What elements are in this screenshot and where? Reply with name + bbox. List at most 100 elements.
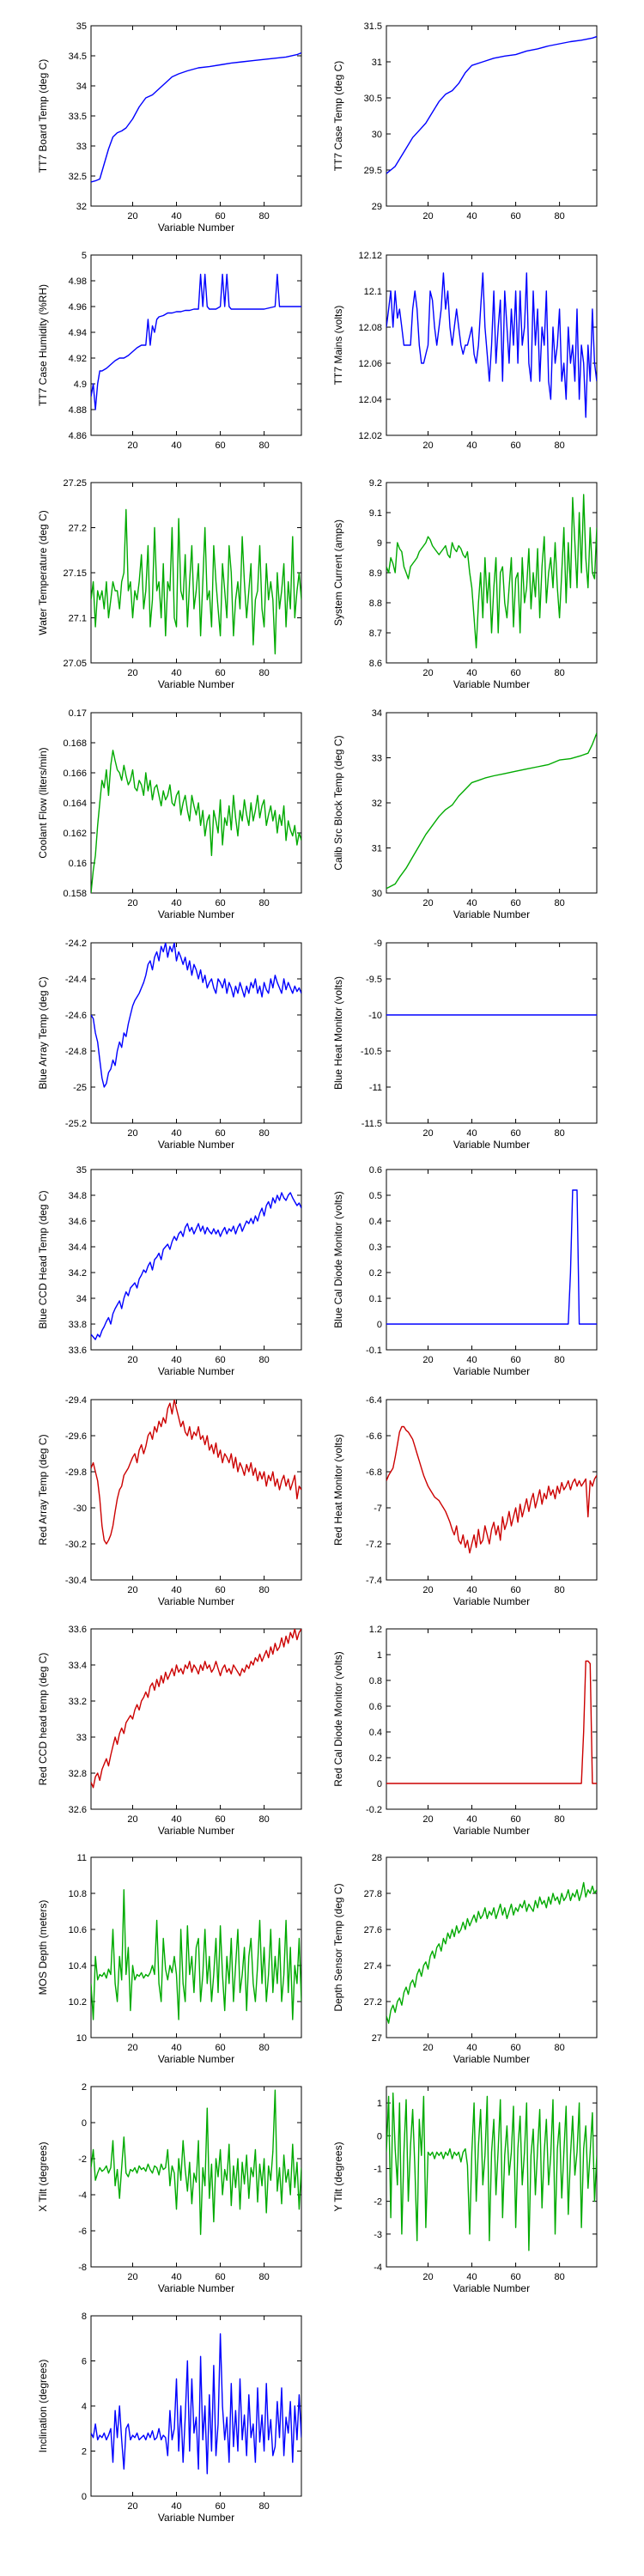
- y-tick-label: 27.2: [69, 524, 87, 534]
- y-tick-label: -11: [369, 1083, 382, 1093]
- x-axis-label: Variable Number: [453, 1825, 530, 1837]
- series-line: [91, 1889, 301, 2020]
- x-tick-label: 80: [258, 898, 269, 908]
- y-tick-label: 35: [76, 21, 87, 32]
- y-tick-label: 4.92: [69, 354, 87, 364]
- y-axis-label: Blue Array Temp (deg C): [37, 976, 49, 1089]
- y-tick-label: 10.6: [69, 1925, 87, 1935]
- x-tick-label: 60: [510, 1128, 520, 1139]
- x-axis-label: Variable Number: [158, 2512, 234, 2524]
- x-tick-label: 60: [215, 1355, 225, 1365]
- chart-panel: -0.1 0 0.1 0.2 0.3 0.4 0.5 0.6 20 40 60 80 Variable …: [332, 1165, 598, 1377]
- series-line: [386, 494, 597, 649]
- y-tick-label: -6.8: [366, 1467, 382, 1478]
- y-axis-label: Calib Src Block Temp (deg C): [332, 735, 344, 870]
- y-tick-label: -10: [368, 1011, 382, 1021]
- y-tick-label: 9.2: [369, 478, 382, 489]
- chart-panel: -7.4 -7.2 -7 -6.8 -6.6 -6.4 20 40 60 80 Variable N…: [332, 1395, 598, 1607]
- y-tick-label: 34.4: [69, 1242, 87, 1253]
- y-tick-label: 34: [372, 708, 382, 719]
- y-tick-label: 0: [377, 2131, 382, 2142]
- x-tick-label: 20: [422, 1355, 433, 1365]
- y-tick-label: -7: [374, 1504, 382, 1514]
- y-tick-label: -6.4: [366, 1395, 382, 1406]
- x-tick-label: 40: [466, 898, 477, 908]
- x-axis-label: Variable Number: [453, 1595, 530, 1607]
- x-tick-label: 60: [510, 898, 520, 908]
- y-tick-label: 0.164: [63, 799, 87, 809]
- y-tick-label: 33.5: [69, 112, 87, 122]
- x-tick-label: 20: [127, 440, 137, 451]
- y-tick-label: 1: [377, 2099, 382, 2109]
- y-tick-label: 0: [82, 2492, 87, 2502]
- x-tick-label: 80: [554, 1128, 564, 1139]
- y-tick-label: -10.5: [361, 1047, 382, 1057]
- y-tick-label: 27: [372, 2033, 382, 2044]
- y-tick-label: 31.5: [364, 21, 382, 32]
- y-tick-label: 32.5: [69, 172, 87, 182]
- x-tick-label: 20: [127, 898, 137, 908]
- y-tick-label: 11: [77, 1853, 87, 1863]
- y-tick-label: 27.8: [364, 1889, 382, 1899]
- y-tick-label: 10.2: [69, 1997, 87, 2008]
- chart-panel: -25.2 -25 -24.8 -24.6 -24.4 -24.2 20 40 60 80 Vari…: [37, 939, 302, 1151]
- x-tick-label: 80: [554, 211, 564, 222]
- y-tick-label: 34.2: [69, 1268, 87, 1279]
- x-tick-label: 20: [127, 1585, 137, 1595]
- y-tick-label: -7.2: [366, 1540, 382, 1550]
- x-tick-label: 60: [215, 1128, 225, 1139]
- x-tick-label: 60: [510, 1355, 520, 1365]
- x-tick-label: 60: [215, 2501, 225, 2512]
- y-tick-label: 0.168: [63, 738, 87, 749]
- y-tick-label: 0.2: [369, 1753, 382, 1764]
- y-tick-label: 33.8: [69, 1320, 87, 1330]
- y-axis-label: System Current (amps): [332, 519, 344, 626]
- x-tick-label: 80: [554, 668, 564, 678]
- x-tick-label: 20: [127, 668, 137, 678]
- y-axis-label: Red Cal Diode Monitor (volts): [332, 1651, 344, 1786]
- series-line: [386, 2092, 597, 2251]
- x-tick-label: 20: [422, 2272, 433, 2282]
- y-tick-label: 27.6: [364, 1925, 382, 1935]
- x-axis-label: Variable Number: [453, 2282, 530, 2294]
- x-tick-label: 40: [171, 1355, 181, 1365]
- chart-panel: 12.02 12.04 12.06 12.08 12.1 12.12 20 40 60 80 TT7…: [332, 251, 598, 451]
- x-tick-label: 20: [127, 1355, 137, 1365]
- plot-area: [386, 712, 598, 894]
- y-tick-label: 8.6: [369, 659, 382, 669]
- x-tick-label: 80: [554, 1585, 564, 1595]
- y-tick-label: -30.4: [65, 1576, 87, 1586]
- x-tick-label: 40: [171, 668, 181, 678]
- y-axis-label: MOS Depth (meters): [37, 1900, 49, 1996]
- x-axis-label: Variable Number: [158, 1825, 234, 1837]
- y-axis-label: TT7 Board Temp (deg C): [37, 59, 49, 173]
- series-line: [91, 1629, 301, 1789]
- y-tick-label: 34.8: [69, 1191, 87, 1201]
- y-tick-label: 34.5: [69, 52, 87, 62]
- series-line: [386, 272, 597, 418]
- x-tick-label: 80: [258, 1814, 269, 1825]
- series-line: [91, 2333, 301, 2475]
- y-tick-label: -24.4: [65, 975, 87, 985]
- y-tick-label: 0: [377, 1779, 382, 1789]
- y-tick-label: 12.08: [358, 323, 382, 333]
- x-tick-label: 60: [510, 1585, 520, 1595]
- plot-area: [386, 1856, 598, 2038]
- chart-panel: -30.4 -30.2 -30 -29.8 -29.6 -29.4 20 40 60 80 Vari…: [37, 1395, 302, 1607]
- x-tick-label: 20: [422, 1814, 433, 1825]
- y-tick-label: -9: [374, 939, 382, 949]
- y-tick-label: -3: [374, 2230, 382, 2240]
- x-tick-label: 60: [215, 440, 225, 451]
- y-tick-label: 34: [76, 1294, 87, 1304]
- y-tick-label: 33.6: [69, 1625, 87, 1635]
- y-tick-label: -29.4: [65, 1395, 87, 1406]
- series-line: [91, 1192, 301, 1340]
- x-axis-label: Variable Number: [453, 1139, 530, 1151]
- x-tick-label: 80: [258, 2272, 269, 2282]
- y-axis-label: Blue Heat Monitor (volts): [332, 976, 344, 1090]
- y-tick-label: -25: [73, 1083, 87, 1093]
- plot-area: [386, 1169, 598, 1351]
- y-tick-label: 4.98: [69, 276, 87, 287]
- x-tick-label: 20: [127, 1814, 137, 1825]
- plot-area: [90, 1628, 302, 1810]
